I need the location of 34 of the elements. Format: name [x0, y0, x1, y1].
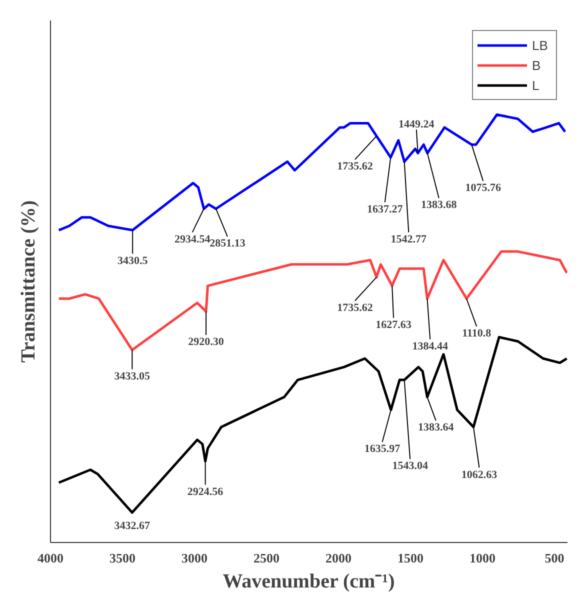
annotation: 2924.56 — [187, 486, 224, 498]
annotation: 1384.44 — [412, 340, 448, 352]
annotation: 1637.27 — [367, 203, 404, 216]
x-axis-title: Wavenumber (cm⁻¹) — [222, 570, 395, 592]
legend-label: LB — [532, 38, 549, 52]
x-tick-label: 3000 — [182, 550, 208, 566]
annotation: 1735.62 — [337, 302, 374, 314]
annotation: 1062.63 — [461, 468, 498, 481]
x-tick-label: 2000 — [326, 550, 352, 566]
x-tick-label: 1500 — [398, 550, 424, 566]
annotation: 2920.30 — [188, 336, 224, 348]
annotation: 2934.54 — [174, 233, 211, 246]
legend-label: B — [532, 58, 542, 72]
legend-label: L — [532, 78, 540, 92]
annotation: 1075.76 — [465, 182, 502, 194]
y-axis-title: Transmittance (%) — [18, 200, 40, 363]
annotation: 1735.62 — [337, 160, 374, 173]
x-tick-label: 3500 — [110, 550, 136, 566]
x-tick-label: 500 — [544, 550, 564, 566]
annotation: 1542.77 — [390, 233, 428, 246]
annotation: 1627.63 — [376, 319, 412, 332]
x-tick-label: 2500 — [254, 550, 280, 566]
x-tick-label: 4000 — [38, 550, 64, 566]
x-tick-label: 1000 — [470, 550, 496, 566]
annotation: 3433.05 — [114, 370, 151, 382]
annotation: 2851.13 — [210, 238, 246, 250]
annotation: 1383.64 — [418, 422, 454, 434]
annotation: 3430.5 — [117, 254, 148, 267]
annotation: 1635.97 — [364, 443, 401, 456]
annotation: 1543.04 — [392, 460, 428, 472]
annotation: 1110.8 — [462, 328, 492, 340]
annotation: 1449.24 — [398, 118, 435, 130]
annotation: 1383.68 — [421, 199, 458, 212]
annotation: 3432.67 — [114, 520, 151, 532]
